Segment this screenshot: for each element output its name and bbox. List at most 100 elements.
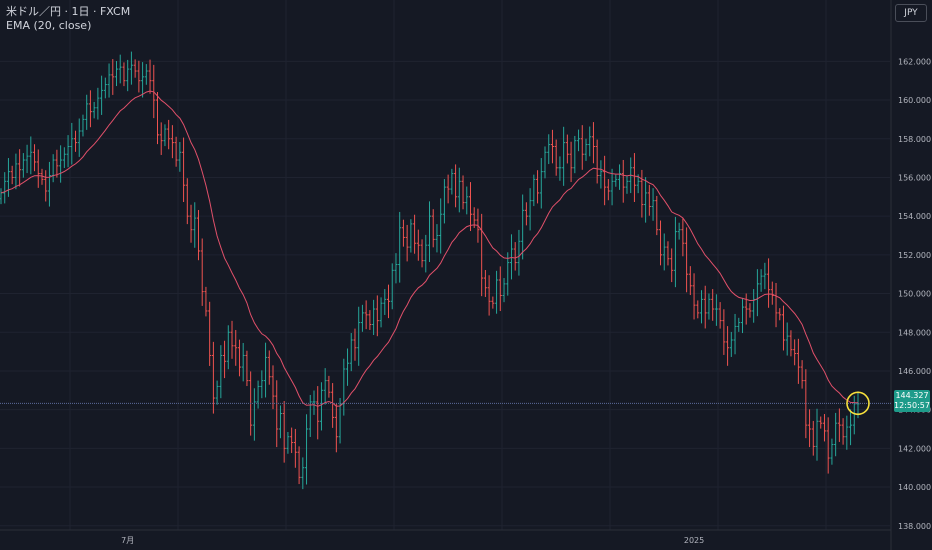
ohlc-bar [10, 165, 14, 185]
ohlc-bar [647, 184, 651, 216]
ema-legend[interactable]: EMA (20, close) [6, 19, 92, 32]
ohlc-bar [331, 383, 335, 428]
ohlc-bar [211, 341, 215, 414]
ohlc-bar [819, 416, 823, 429]
ohlc-bar [413, 214, 417, 254]
ohlc-bar [126, 59, 130, 92]
bar-countdown: 12:50:57 [894, 401, 930, 410]
ohlc-bar [47, 161, 51, 207]
ohlc-bar [562, 126, 566, 186]
ohlc-bar [428, 201, 431, 262]
ohlc-bar [33, 144, 37, 172]
chart-legend: 米ドル／円 · 1日 · FXCM EMA (20, close) [6, 5, 130, 33]
ohlc-bar [200, 238, 204, 306]
ohlc-bar [96, 87, 100, 120]
ohlc-bar [550, 129, 554, 164]
ohlc-bar [748, 303, 752, 318]
ohlc-bar [215, 380, 219, 405]
ohlc-bar [278, 405, 282, 439]
ohlc-bar [532, 174, 536, 207]
ohlc-bar [275, 380, 279, 448]
ohlc-bar [420, 239, 424, 268]
ohlc-bar [577, 129, 581, 152]
ohlc-bar [74, 130, 78, 152]
ohlc-bar [811, 420, 815, 456]
ohlc-bar [547, 134, 551, 165]
ohlc-bar [129, 51, 133, 85]
ohlc-bar [517, 229, 521, 276]
ohlc-bar [3, 172, 7, 204]
ohlc-bar [450, 168, 454, 195]
ohlc-bar [394, 253, 398, 284]
ohlc-bar [100, 75, 104, 115]
ohlc-bar [305, 414, 309, 485]
ohlc-bar [185, 178, 189, 225]
ohlc-bar [483, 270, 487, 297]
ohlc-bar [770, 281, 774, 305]
ohlc-bar [334, 403, 338, 453]
ohlc-bar [506, 252, 510, 296]
ohlc-bar [66, 135, 70, 168]
ohlc-bar [625, 175, 629, 194]
ohlc-bar [196, 210, 200, 261]
ohlc-bar [677, 222, 681, 240]
ohlc-bar [271, 365, 275, 410]
ohlc-bar [718, 302, 722, 329]
ohlc-bar [193, 202, 197, 248]
ohlc-bar [107, 63, 111, 98]
ohlc-bar [565, 134, 569, 164]
ohlc-bar [837, 408, 841, 442]
ohlc-bar [495, 270, 499, 314]
symbol-title[interactable]: 米ドル／円 · 1日 · FXCM [6, 5, 131, 18]
ohlc-bar [372, 299, 376, 335]
ohlc-bar [59, 145, 63, 183]
ohlc-bar [44, 170, 48, 202]
ohlc-bar [293, 428, 297, 468]
ohlc-bar [208, 301, 212, 366]
ohlc-bar [498, 266, 502, 312]
ohlc-bar [524, 202, 528, 226]
last-price-tag: 144.327 12:50:57 [894, 390, 930, 412]
ohlc-bar [808, 409, 812, 448]
y-tick-label: 152.000 [898, 251, 931, 260]
ohlc-bar [603, 155, 607, 206]
ohlc-bar [610, 168, 614, 206]
ohlc-bar [621, 159, 625, 203]
ohlc-bar [666, 241, 670, 266]
y-tick-label: 162.000 [898, 57, 931, 66]
ohlc-bar [834, 412, 838, 457]
ohlc-bar [387, 284, 391, 319]
ohlc-bar [536, 170, 540, 204]
ohlc-bar [588, 126, 592, 157]
ohlc-bar [569, 141, 573, 183]
ohlc-bar [781, 305, 785, 351]
ohlc-bar [509, 234, 513, 280]
currency-button[interactable]: JPY [895, 4, 927, 22]
ohlc-bar [804, 369, 808, 439]
ohlc-bar [36, 149, 40, 188]
ohlc-bar [815, 408, 819, 461]
ohlc-bar [115, 61, 119, 87]
y-tick-label: 158.000 [898, 135, 931, 144]
ohlc-bar [800, 360, 804, 389]
ohlc-bar [796, 338, 800, 384]
ohlc-bar [692, 273, 696, 320]
ohlc-bar [155, 91, 159, 145]
ohlc-bar [681, 218, 685, 257]
ohlc-bar [584, 138, 588, 161]
ohlc-bar [14, 153, 18, 190]
ema-line [0, 90, 859, 407]
ohlc-bar [204, 286, 208, 317]
ohlc-bar [141, 62, 145, 98]
ohlc-bar [424, 234, 428, 273]
ohlc-bar [111, 59, 115, 95]
ohlc-bar [685, 227, 689, 293]
ohlc-bar [759, 269, 763, 292]
ohlc-bar [845, 415, 849, 450]
ohlc-bar [375, 295, 379, 337]
ohlc-bar [714, 294, 718, 326]
ohlc-bar [591, 122, 595, 164]
time-axis[interactable]: 7月 2025 [0, 529, 891, 545]
ohlc-bar [409, 219, 413, 253]
